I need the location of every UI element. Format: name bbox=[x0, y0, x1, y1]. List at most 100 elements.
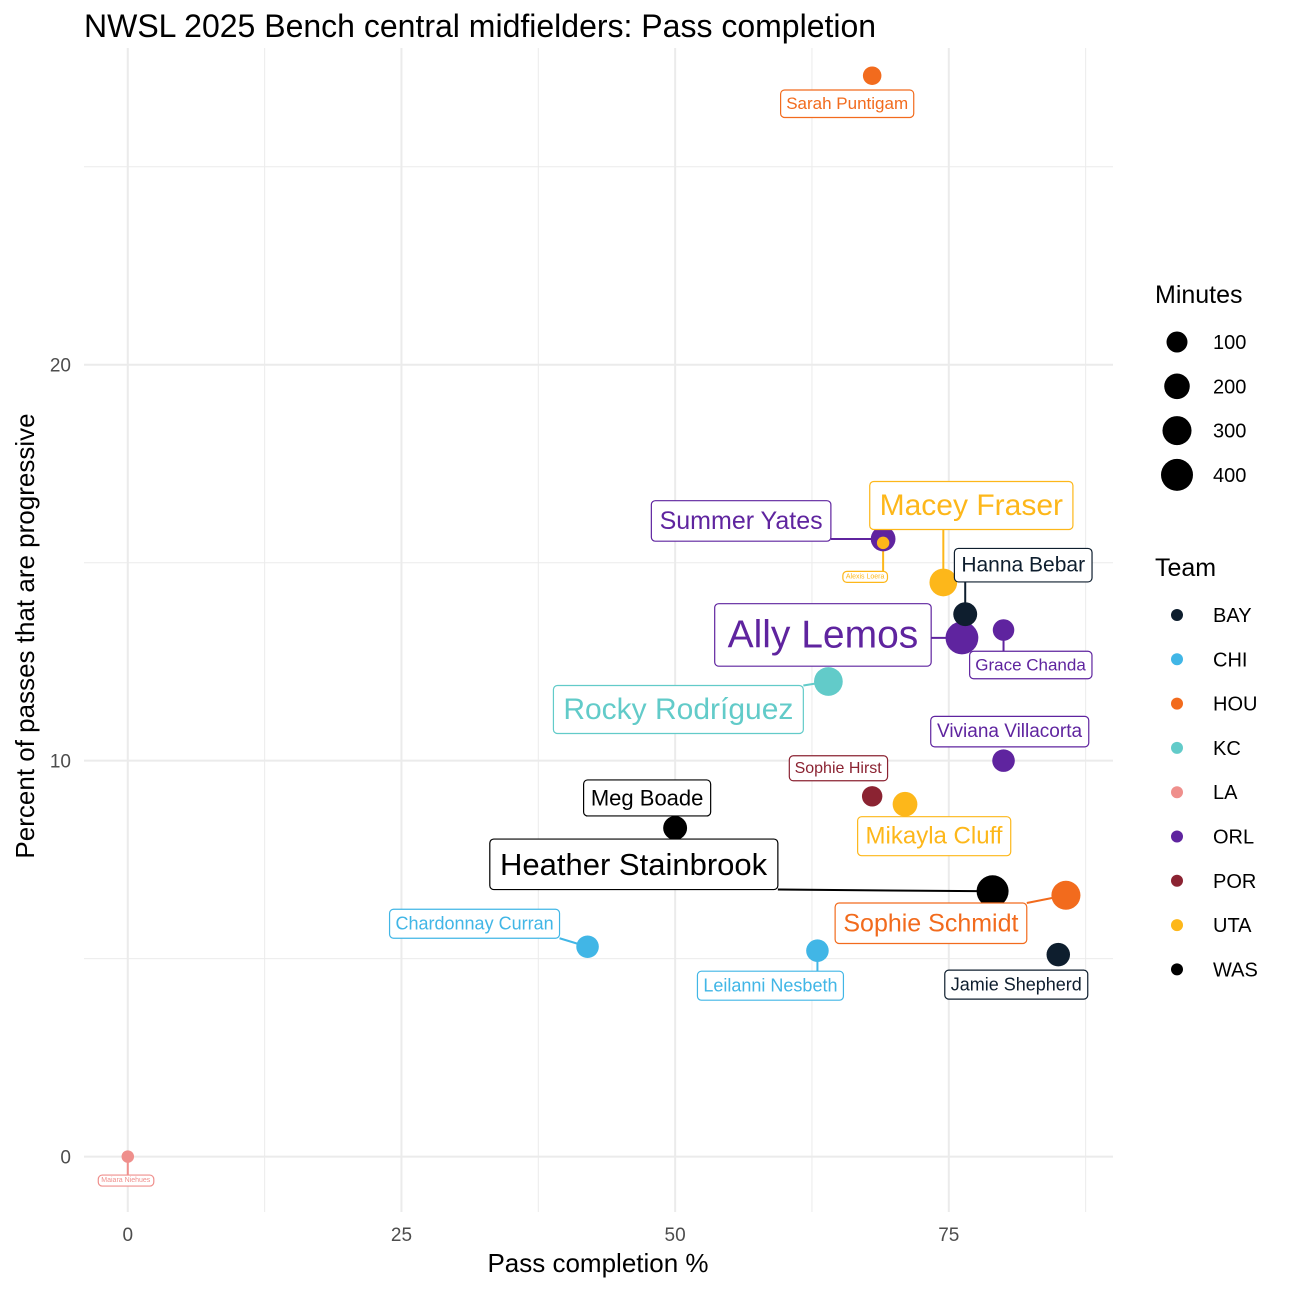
team-legend-label: CHI bbox=[1213, 649, 1247, 671]
label-text: Jamie Shepherd bbox=[951, 975, 1082, 995]
data-point bbox=[976, 875, 1009, 908]
team-legend-key bbox=[1171, 919, 1183, 932]
label-box bbox=[857, 816, 1012, 857]
label-text: Chardonnay Curran bbox=[396, 914, 554, 934]
label-text: Hanna Bebar bbox=[961, 554, 1085, 577]
label-box bbox=[388, 908, 561, 939]
size-legend-label: 100 bbox=[1213, 332, 1246, 354]
data-point bbox=[992, 619, 1015, 641]
label-text: Summer Yates bbox=[660, 507, 823, 535]
size-legend-key bbox=[1164, 373, 1190, 400]
data-point bbox=[576, 935, 599, 959]
x-tick-label: 25 bbox=[391, 1225, 412, 1246]
label-box bbox=[552, 684, 804, 735]
team-legend-label: WAS bbox=[1213, 959, 1258, 981]
team-legend-label: POR bbox=[1213, 871, 1256, 893]
size-legend-label: 300 bbox=[1213, 421, 1246, 443]
point-label: Heather Stainbrook bbox=[489, 838, 779, 891]
label-text: Mikayla Cluff bbox=[866, 823, 1003, 850]
label-box bbox=[834, 902, 1028, 945]
x-axis-title: Pass completion % bbox=[487, 1248, 708, 1278]
point-label: Sophie Schmidt bbox=[834, 902, 1028, 945]
x-tick-label: 50 bbox=[665, 1225, 686, 1246]
team-legend-label: UTA bbox=[1213, 915, 1252, 937]
data-point bbox=[861, 786, 883, 807]
y-axis-title: Percent of passes that are progressive bbox=[10, 413, 40, 858]
data-point bbox=[121, 1150, 135, 1163]
team-legend-label: ORL bbox=[1213, 827, 1254, 849]
point-label: Hanna Bebar bbox=[953, 547, 1093, 583]
team-legend-label: BAY bbox=[1213, 605, 1252, 627]
data-point bbox=[929, 568, 958, 597]
label-text: Heather Stainbrook bbox=[500, 847, 768, 882]
label-text: Rocky Rodríguez bbox=[563, 693, 793, 726]
data-point bbox=[814, 667, 843, 696]
size-legend-key bbox=[1162, 416, 1192, 446]
point-label: Sophie Hirst bbox=[788, 755, 889, 782]
label-box bbox=[944, 969, 1089, 1000]
data-point bbox=[992, 749, 1015, 772]
label-box bbox=[583, 779, 712, 817]
point-label: Leilanni Nesbeth bbox=[696, 970, 845, 1001]
y-tick-label: 10 bbox=[50, 752, 71, 773]
label-text: Leilanni Nesbeth bbox=[703, 976, 837, 996]
label-text: Viviana Villacorta bbox=[937, 721, 1082, 742]
point-label: Maiara Niehues bbox=[97, 1174, 155, 1187]
team-legend-key bbox=[1171, 786, 1183, 799]
label-box bbox=[969, 650, 1093, 680]
label-text: Macey Fraser bbox=[880, 489, 1063, 522]
label-text: Grace Chanda bbox=[975, 656, 1086, 675]
data-point bbox=[876, 536, 890, 550]
x-tick-label: 75 bbox=[938, 1225, 959, 1246]
label-box bbox=[842, 570, 889, 583]
team-legend-key bbox=[1171, 653, 1183, 666]
y-tick-label: 0 bbox=[60, 1148, 71, 1169]
team-legend-key bbox=[1171, 697, 1183, 710]
team-legend-key bbox=[1171, 741, 1183, 754]
chart-title: NWSL 2025 Bench central midfielders: Pas… bbox=[84, 8, 877, 44]
point-label: Summer Yates bbox=[650, 500, 832, 542]
team-legend-title: Team bbox=[1155, 554, 1216, 582]
data-point bbox=[1046, 942, 1071, 967]
legend: Minutes 100 200 300 400 Team BAY CHI HOU KC LA ORL P… bbox=[1155, 281, 1258, 981]
data-point bbox=[953, 602, 978, 627]
data-points bbox=[121, 66, 1081, 1163]
label-box bbox=[869, 480, 1074, 531]
team-legend-label: LA bbox=[1213, 782, 1238, 804]
label-box bbox=[489, 838, 779, 891]
point-labels: Sarah Puntigam Summer Yates Alexis Loera Ma… bbox=[97, 89, 1093, 1187]
point-label: Grace Chanda bbox=[969, 650, 1093, 680]
data-point bbox=[862, 66, 882, 85]
label-text: Sophie Hirst bbox=[795, 760, 883, 777]
label-box bbox=[953, 547, 1093, 583]
point-label: Macey Fraser bbox=[869, 480, 1074, 531]
label-text: Sarah Puntigam bbox=[786, 94, 908, 113]
team-legend-key bbox=[1171, 874, 1183, 887]
label-text: Alexis Loera bbox=[846, 573, 885, 580]
x-tick-label: 0 bbox=[122, 1225, 133, 1246]
axis-ticks: 0 25 50 75 0 10 20 bbox=[50, 356, 960, 1246]
label-box bbox=[650, 500, 832, 542]
size-legend-label: 400 bbox=[1213, 465, 1246, 487]
point-label: Sarah Puntigam bbox=[780, 89, 915, 119]
label-text: Ally Lemos bbox=[728, 613, 919, 656]
label-text: Sophie Schmidt bbox=[843, 909, 1018, 937]
data-point bbox=[892, 791, 918, 817]
label-box bbox=[97, 1174, 155, 1187]
label-box bbox=[714, 603, 932, 667]
data-point bbox=[663, 816, 688, 840]
point-label: Meg Boade bbox=[583, 779, 712, 817]
data-point bbox=[945, 621, 979, 655]
label-box bbox=[930, 715, 1090, 748]
size-legend-key bbox=[1161, 458, 1193, 491]
label-box bbox=[788, 755, 889, 782]
grid bbox=[84, 48, 1113, 1212]
point-label: Rocky Rodríguez bbox=[552, 684, 804, 735]
team-legend-key bbox=[1171, 609, 1183, 621]
label-box bbox=[696, 970, 845, 1001]
label-text: Maiara Niehues bbox=[101, 1177, 151, 1184]
data-point bbox=[1051, 880, 1081, 910]
point-label: Mikayla Cluff bbox=[857, 816, 1012, 857]
y-tick-label: 20 bbox=[50, 356, 71, 377]
point-label: Viviana Villacorta bbox=[930, 715, 1090, 748]
